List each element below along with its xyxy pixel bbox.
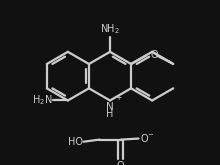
Text: O$^{-}$: O$^{-}$ [140,132,154,144]
Text: N: N [106,101,114,112]
Text: H$_2$N: H$_2$N [31,94,52,107]
Text: +: + [115,93,122,102]
Text: H: H [106,109,114,118]
Text: O: O [117,161,124,165]
Text: HO: HO [68,137,82,147]
Text: O: O [150,50,158,60]
Text: NH$_2$: NH$_2$ [100,22,120,36]
